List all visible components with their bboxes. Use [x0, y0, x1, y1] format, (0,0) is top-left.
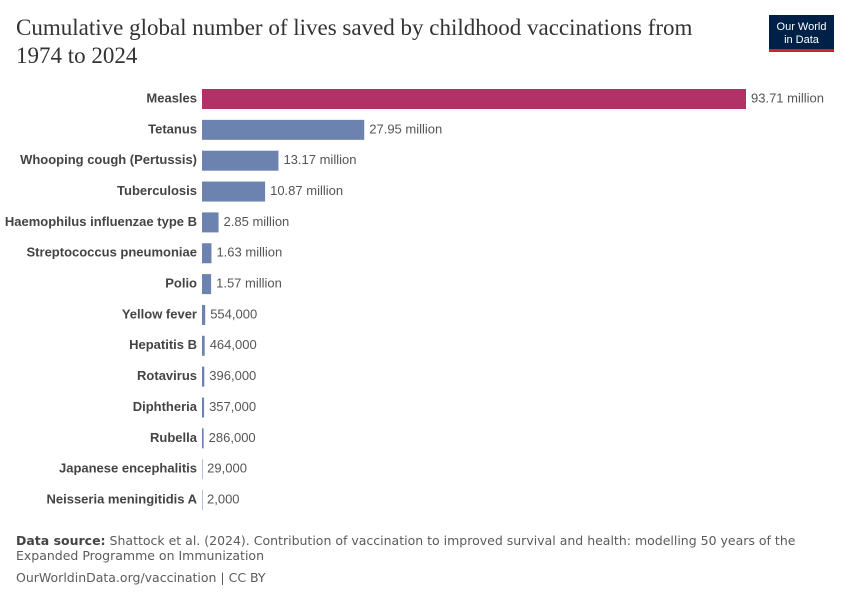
- bar: [202, 89, 746, 109]
- value-label: 13.17 million: [283, 152, 356, 167]
- bar: [202, 397, 205, 418]
- value-label: 554,000: [210, 306, 257, 321]
- category-label: Polio: [165, 276, 197, 291]
- category-label: Tuberculosis: [117, 183, 197, 198]
- source-note: Data source: Shattock et al. (2024). Con…: [16, 533, 816, 563]
- value-label: 27.95 million: [369, 121, 442, 136]
- bar: [202, 181, 266, 202]
- logo-box: [769, 15, 834, 51]
- category-label: Streptococcus pneumoniae: [27, 245, 197, 260]
- value-label: 357,000: [209, 399, 256, 414]
- bar: [202, 212, 219, 233]
- bar: [202, 428, 204, 449]
- logo-stripe: [769, 49, 834, 52]
- category-label: Yellow fever: [122, 306, 197, 321]
- value-label: 1.57 million: [216, 276, 282, 291]
- chart-title: Cumulative global number of lives saved …: [16, 15, 693, 68]
- category-label: Diphtheria: [133, 399, 198, 414]
- logo-text: in Data: [784, 34, 820, 46]
- category-label: Hepatitis B: [129, 337, 197, 352]
- category-label: Whooping cough (Pertussis): [20, 152, 197, 167]
- value-label: 464,000: [210, 337, 257, 352]
- category-label: Rubella: [150, 430, 198, 445]
- bar: [202, 304, 206, 325]
- value-label: 2.85 million: [224, 214, 290, 229]
- category-label: Neisseria meningitidis A: [46, 491, 197, 506]
- bar: [202, 366, 205, 387]
- bar: [202, 243, 212, 264]
- bar: [202, 490, 203, 511]
- value-label: 29,000: [207, 461, 247, 476]
- bar: [202, 459, 203, 480]
- bar: [202, 150, 279, 171]
- category-label: Tetanus: [148, 121, 197, 136]
- category-label: Measles: [146, 90, 197, 105]
- bar: [202, 335, 205, 356]
- logo-text: Our World: [777, 21, 827, 33]
- value-label: 286,000: [209, 430, 256, 445]
- category-label: Rotavirus: [137, 368, 197, 383]
- category-label: Japanese encephalitis: [59, 461, 197, 476]
- value-label: 93.71 million: [751, 90, 824, 105]
- category-label: Haemophilus influenzae type B: [5, 214, 197, 229]
- bar: [202, 274, 212, 295]
- value-label: 396,000: [209, 368, 256, 383]
- source-text: Shattock et al. (2024). Contribution of …: [16, 533, 796, 563]
- source-label: Data source:: [16, 533, 106, 548]
- value-label: 10.87 million: [270, 183, 343, 198]
- bar: [202, 119, 365, 140]
- value-label: 1.63 million: [216, 245, 282, 260]
- value-label: 2,000: [207, 491, 240, 506]
- footer: OurWorldinData.org/vaccination | CC BY: [16, 570, 266, 585]
